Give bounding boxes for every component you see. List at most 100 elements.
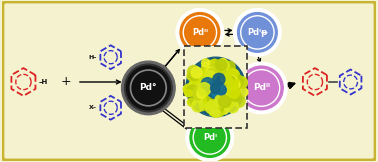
Circle shape bbox=[230, 78, 241, 88]
Circle shape bbox=[213, 81, 220, 88]
Circle shape bbox=[203, 98, 214, 109]
Text: H–: H– bbox=[88, 55, 97, 60]
Circle shape bbox=[194, 91, 203, 100]
Circle shape bbox=[224, 94, 232, 102]
Circle shape bbox=[201, 80, 209, 88]
Circle shape bbox=[209, 80, 220, 92]
Circle shape bbox=[211, 83, 220, 92]
Circle shape bbox=[212, 74, 219, 81]
Circle shape bbox=[187, 98, 196, 106]
Circle shape bbox=[214, 77, 225, 88]
Circle shape bbox=[213, 83, 224, 94]
Circle shape bbox=[204, 101, 213, 110]
Circle shape bbox=[224, 90, 233, 100]
Circle shape bbox=[207, 71, 214, 78]
Circle shape bbox=[209, 81, 222, 93]
Circle shape bbox=[218, 91, 231, 104]
Circle shape bbox=[204, 77, 213, 85]
Circle shape bbox=[189, 70, 199, 81]
FancyBboxPatch shape bbox=[3, 2, 375, 160]
Circle shape bbox=[239, 88, 248, 97]
Circle shape bbox=[228, 86, 240, 98]
Circle shape bbox=[211, 72, 221, 82]
Circle shape bbox=[212, 89, 220, 97]
Circle shape bbox=[231, 81, 240, 89]
Circle shape bbox=[212, 72, 225, 85]
Circle shape bbox=[222, 94, 234, 106]
Circle shape bbox=[210, 81, 220, 92]
Circle shape bbox=[221, 106, 228, 114]
Circle shape bbox=[229, 76, 239, 85]
Text: +: + bbox=[61, 75, 71, 88]
Circle shape bbox=[208, 72, 220, 84]
Circle shape bbox=[206, 87, 213, 94]
Circle shape bbox=[198, 72, 208, 82]
Circle shape bbox=[205, 95, 214, 104]
Circle shape bbox=[180, 13, 220, 52]
Circle shape bbox=[187, 65, 200, 78]
Circle shape bbox=[224, 91, 233, 99]
Circle shape bbox=[211, 81, 223, 93]
Circle shape bbox=[219, 95, 227, 103]
Circle shape bbox=[216, 89, 228, 101]
Circle shape bbox=[212, 83, 220, 91]
Circle shape bbox=[213, 74, 220, 81]
Circle shape bbox=[198, 83, 211, 96]
Circle shape bbox=[230, 78, 240, 89]
Circle shape bbox=[210, 82, 218, 90]
Circle shape bbox=[226, 75, 239, 88]
Circle shape bbox=[194, 86, 203, 95]
Circle shape bbox=[223, 75, 232, 84]
Circle shape bbox=[212, 81, 222, 91]
Circle shape bbox=[201, 81, 210, 90]
Circle shape bbox=[201, 62, 212, 72]
Circle shape bbox=[215, 84, 226, 95]
Circle shape bbox=[210, 80, 222, 92]
Circle shape bbox=[127, 66, 170, 110]
Circle shape bbox=[209, 87, 217, 95]
Circle shape bbox=[194, 72, 205, 83]
Circle shape bbox=[125, 64, 172, 112]
Circle shape bbox=[206, 60, 215, 69]
Circle shape bbox=[208, 95, 217, 104]
Circle shape bbox=[205, 86, 214, 95]
Circle shape bbox=[206, 82, 214, 91]
Circle shape bbox=[217, 79, 228, 90]
Circle shape bbox=[208, 98, 220, 111]
Text: Pdᴵᵽ: Pdᴵᵽ bbox=[247, 28, 268, 37]
Text: –H: –H bbox=[38, 79, 48, 85]
Circle shape bbox=[224, 70, 236, 82]
Bar bbox=[184, 46, 248, 128]
Circle shape bbox=[217, 96, 228, 107]
Circle shape bbox=[200, 85, 209, 94]
Circle shape bbox=[203, 76, 214, 87]
Circle shape bbox=[192, 88, 202, 98]
Circle shape bbox=[217, 93, 226, 103]
Circle shape bbox=[200, 77, 212, 89]
Circle shape bbox=[201, 78, 214, 90]
Circle shape bbox=[230, 90, 241, 101]
Circle shape bbox=[192, 85, 203, 96]
Circle shape bbox=[194, 74, 204, 85]
Circle shape bbox=[215, 88, 222, 96]
Circle shape bbox=[229, 84, 237, 93]
Circle shape bbox=[217, 80, 225, 88]
Circle shape bbox=[213, 103, 223, 114]
Circle shape bbox=[213, 79, 223, 88]
Circle shape bbox=[197, 85, 209, 97]
Circle shape bbox=[227, 69, 240, 81]
Circle shape bbox=[208, 84, 219, 95]
Circle shape bbox=[225, 99, 232, 107]
Circle shape bbox=[209, 82, 221, 95]
Circle shape bbox=[207, 83, 214, 90]
Circle shape bbox=[223, 85, 235, 97]
Circle shape bbox=[232, 76, 243, 88]
Circle shape bbox=[238, 13, 277, 52]
Circle shape bbox=[215, 74, 224, 83]
Circle shape bbox=[214, 79, 226, 91]
Circle shape bbox=[221, 92, 231, 102]
Circle shape bbox=[206, 82, 218, 95]
Circle shape bbox=[198, 73, 206, 81]
Circle shape bbox=[213, 89, 222, 97]
Circle shape bbox=[209, 81, 218, 89]
